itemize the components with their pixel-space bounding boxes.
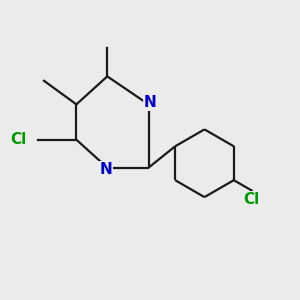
- Text: Cl: Cl: [244, 192, 260, 207]
- Text: Cl: Cl: [10, 132, 26, 147]
- Text: N: N: [144, 95, 156, 110]
- Text: N: N: [100, 162, 112, 177]
